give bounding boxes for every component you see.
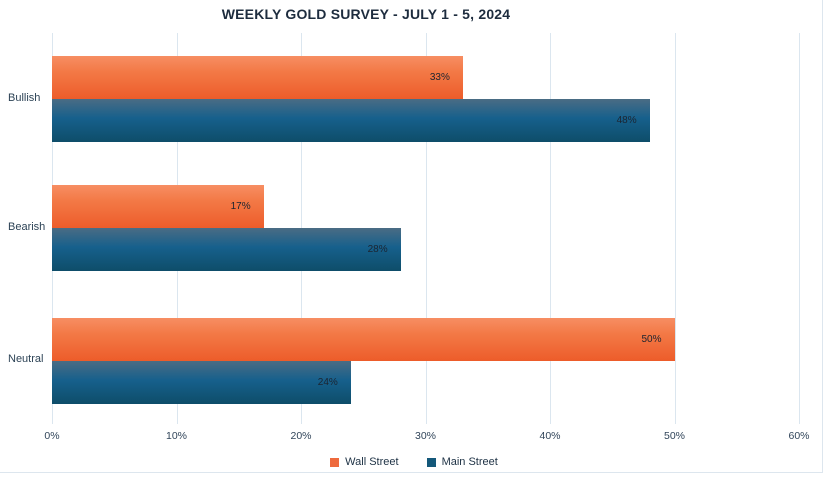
x-tick-label: 30% bbox=[414, 430, 436, 442]
x-gridline-40 bbox=[550, 33, 551, 424]
x-tick-label: 60% bbox=[788, 430, 810, 442]
legend-item-main-street: Main Street bbox=[426, 456, 498, 468]
chart-card: WEEKLY GOLD SURVEY - JULY 1 - 5, 2024 Wa… bbox=[0, 0, 823, 473]
category-label-neutral: Neutral bbox=[8, 353, 44, 365]
legend-swatch-icon bbox=[426, 457, 436, 467]
x-tick-label: 0% bbox=[44, 430, 60, 442]
x-tick-label: 10% bbox=[165, 430, 187, 442]
legend-item-wall-street: Wall Street bbox=[330, 456, 399, 468]
bar-bullish-wall-street: 33% bbox=[52, 56, 463, 99]
x-gridline-60 bbox=[799, 33, 800, 424]
legend-label: Wall Street bbox=[345, 456, 399, 468]
bar-neutral-wall-street: 50% bbox=[52, 318, 675, 361]
bar-bearish-wall-street: 17% bbox=[52, 185, 264, 228]
x-tick-label: 20% bbox=[290, 430, 312, 442]
chart-title: WEEKLY GOLD SURVEY - JULY 1 - 5, 2024 bbox=[221, 6, 511, 22]
bar-value-label: 17% bbox=[230, 201, 251, 212]
category-label-bearish: Bearish bbox=[8, 221, 46, 233]
bar-value-label: 48% bbox=[616, 115, 637, 126]
bar-value-label: 24% bbox=[317, 377, 338, 388]
x-tick-label: 40% bbox=[539, 430, 561, 442]
bar-value-label: 33% bbox=[429, 72, 450, 83]
bar-value-label: 50% bbox=[641, 334, 662, 345]
bar-value-label: 28% bbox=[367, 244, 388, 255]
category-label-bullish: Bullish bbox=[8, 92, 41, 104]
legend-swatch-icon bbox=[330, 457, 340, 467]
x-tick-label: 50% bbox=[663, 430, 685, 442]
bar-neutral-main-street: 24% bbox=[52, 361, 351, 404]
x-gridline-50 bbox=[674, 33, 676, 424]
bar-bullish-main-street: 48% bbox=[52, 99, 650, 142]
bar-bearish-main-street: 28% bbox=[52, 228, 401, 271]
chart-legend: Wall Street Main Street bbox=[0, 456, 828, 468]
legend-label: Main Street bbox=[441, 456, 498, 468]
x-gridline-30 bbox=[425, 33, 427, 424]
